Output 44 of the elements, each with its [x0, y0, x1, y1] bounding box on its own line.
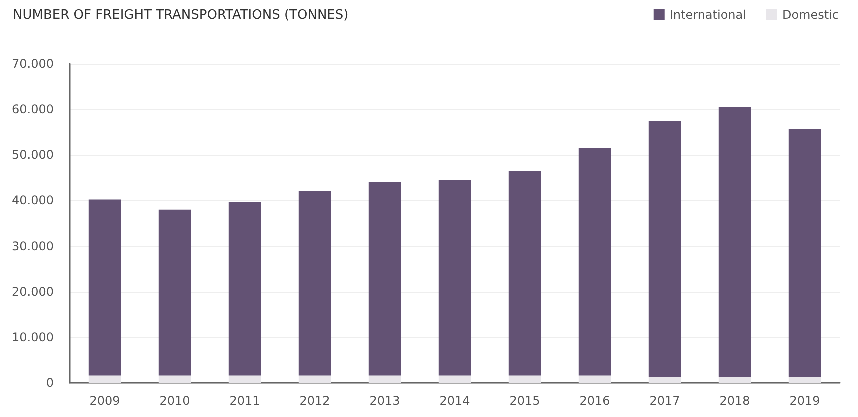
bar — [368, 182, 402, 376]
x-tick-label: 2017 — [650, 394, 680, 408]
bar — [158, 210, 192, 376]
legend-label: Domestic — [782, 8, 840, 22]
y-tick-label: 30.000 — [12, 239, 54, 254]
y-tick-label: 60.000 — [12, 102, 54, 117]
bar — [88, 200, 122, 376]
x-tick-label: 2015 — [510, 394, 540, 408]
bar — [788, 377, 822, 383]
bar — [788, 129, 822, 378]
bar — [438, 180, 472, 376]
bar — [648, 377, 682, 383]
bar — [298, 191, 332, 376]
bar — [578, 148, 612, 376]
x-tick-label: 2013 — [370, 394, 400, 408]
bar — [298, 376, 332, 383]
x-tick-label: 2012 — [300, 394, 330, 408]
y-tick-label: 20.000 — [12, 284, 54, 299]
bar — [368, 376, 402, 383]
bar — [228, 202, 262, 376]
bar — [228, 376, 262, 383]
bar — [508, 376, 542, 383]
x-tick-label: 2018 — [720, 394, 750, 408]
x-tick-label: 2019 — [790, 394, 820, 408]
chart-title: NUMBER OF FREIGHT TRANSPORTATIONS (TONNES) — [13, 8, 349, 23]
x-tick-label: 2016 — [580, 394, 610, 408]
bar — [578, 376, 612, 383]
bar — [648, 120, 682, 378]
x-tick-label: 2010 — [160, 394, 190, 408]
bar — [88, 376, 122, 383]
y-tick-label: 40.000 — [12, 194, 54, 208]
y-tick-label: 0 — [46, 376, 54, 390]
y-tick-label: 50.000 — [12, 148, 54, 162]
x-tick-label: 2014 — [440, 394, 470, 408]
legend-label: International — [670, 8, 746, 22]
bar — [438, 376, 472, 383]
bar — [718, 107, 752, 378]
x-tick-label: 2009 — [90, 394, 120, 408]
bar — [508, 171, 542, 376]
y-tick-label: 10.000 — [12, 330, 54, 344]
x-tick-label: 2011 — [230, 394, 260, 408]
y-tick-label: 70.000 — [12, 57, 54, 71]
bar — [718, 377, 752, 383]
bar — [158, 376, 192, 383]
